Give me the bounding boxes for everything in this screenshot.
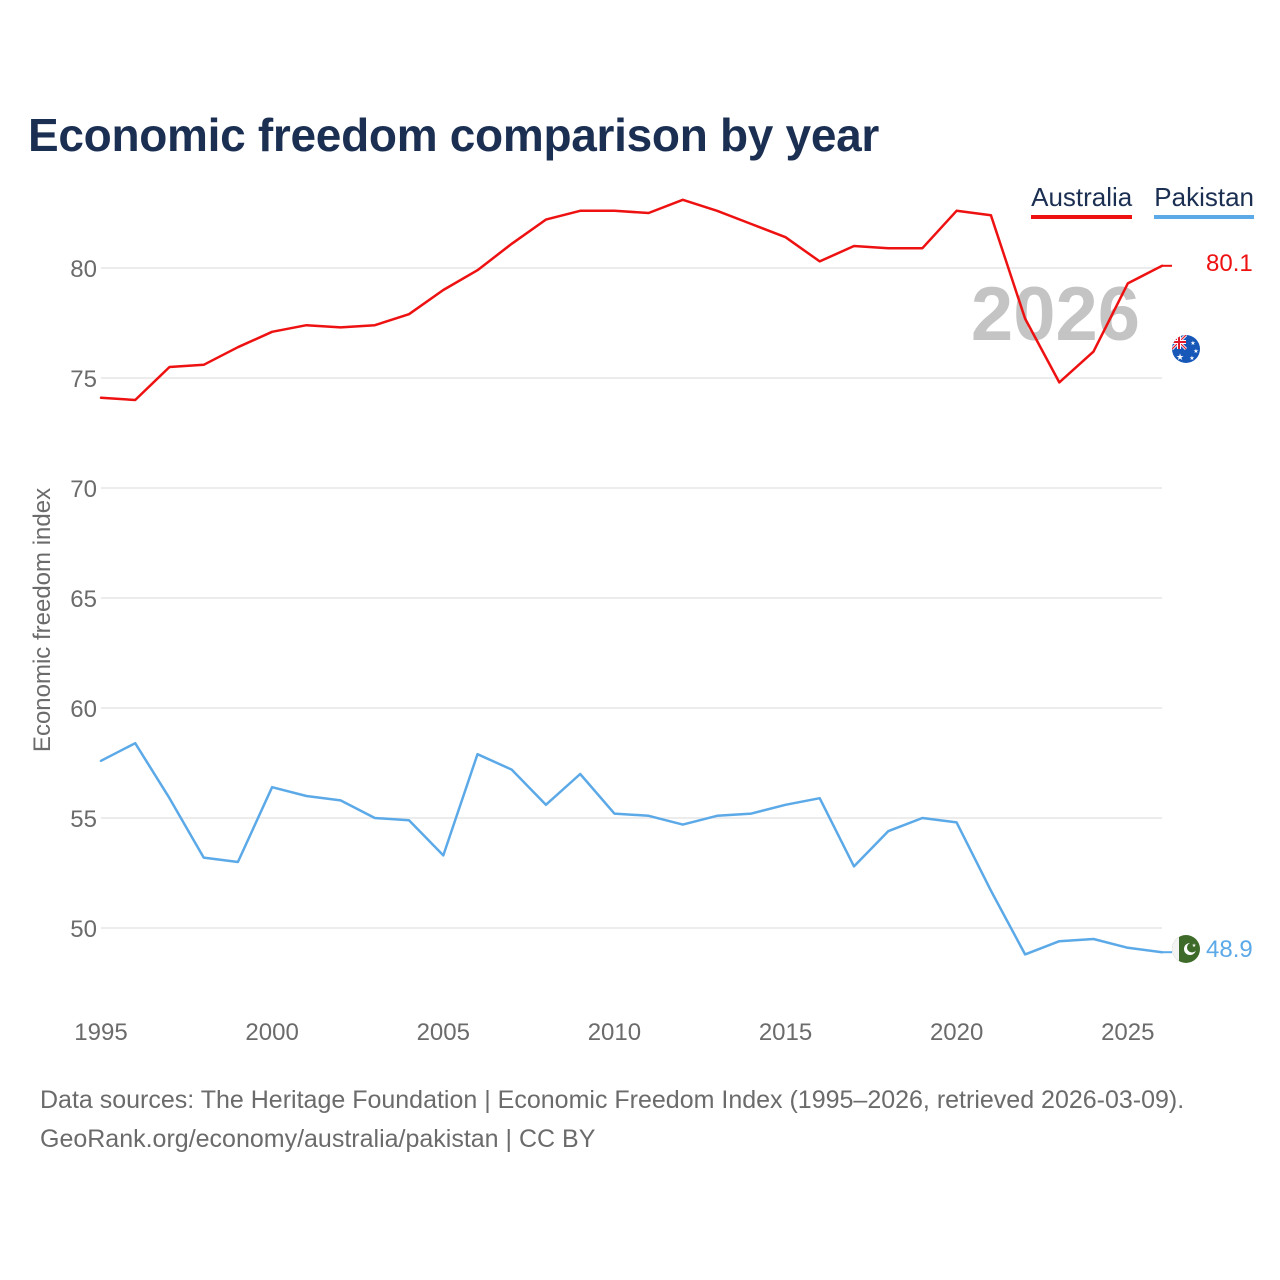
- line-chart: 2026 50 55 60 65 70 75 80 1995 2000 2005 2010 2015…: [29, 198, 1253, 1046]
- australia-flag-icon: ★ ★ ★ ★: [1172, 335, 1200, 363]
- x-tick-label: 2015: [759, 1019, 812, 1046]
- chart-title: Economic freedom comparison by year: [28, 109, 879, 161]
- pakistan-flag-icon: ★: [1172, 935, 1200, 963]
- y-tick-label: 65: [70, 586, 97, 613]
- y-tick-label: 55: [70, 806, 97, 833]
- y-axis-label: Economic freedom index: [29, 488, 56, 752]
- svg-text:★: ★: [1190, 340, 1195, 347]
- year-watermark: 2026: [971, 272, 1140, 357]
- y-tick-label: 50: [70, 916, 97, 943]
- x-tick-label: 2010: [588, 1019, 641, 1046]
- legend-item-pakistan[interactable]: Pakistan: [1154, 182, 1254, 219]
- legend: Australia Pakistan: [1031, 182, 1254, 219]
- end-value-label-pakistan: 48.9: [1206, 936, 1253, 963]
- y-tick-label: 75: [70, 366, 97, 393]
- legend-item-australia[interactable]: Australia: [1031, 182, 1133, 219]
- series-line-pakistan[interactable]: [99, 741, 1164, 956]
- x-tick-label: 2025: [1101, 1019, 1154, 1046]
- y-tick-label: 80: [70, 256, 97, 283]
- x-tick-label: 2000: [245, 1019, 298, 1046]
- series-line-australia[interactable]: [99, 198, 1164, 402]
- credit-line: GeoRank.org/economy/australia/pakistan |…: [40, 1125, 596, 1153]
- x-tick-label: 2005: [417, 1019, 470, 1046]
- end-value-label-australia: 80.1: [1206, 250, 1253, 277]
- svg-text:★: ★: [1192, 943, 1197, 949]
- svg-text:★: ★: [1193, 348, 1198, 355]
- x-tick-label: 1995: [74, 1019, 127, 1046]
- data-sources: Data sources: The Heritage Foundation | …: [40, 1086, 1185, 1114]
- x-tick-label: 2020: [930, 1019, 983, 1046]
- svg-text:★: ★: [1189, 355, 1194, 362]
- y-tick-label: 70: [70, 476, 97, 503]
- y-tick-label: 60: [70, 696, 97, 723]
- svg-text:★: ★: [1176, 353, 1184, 363]
